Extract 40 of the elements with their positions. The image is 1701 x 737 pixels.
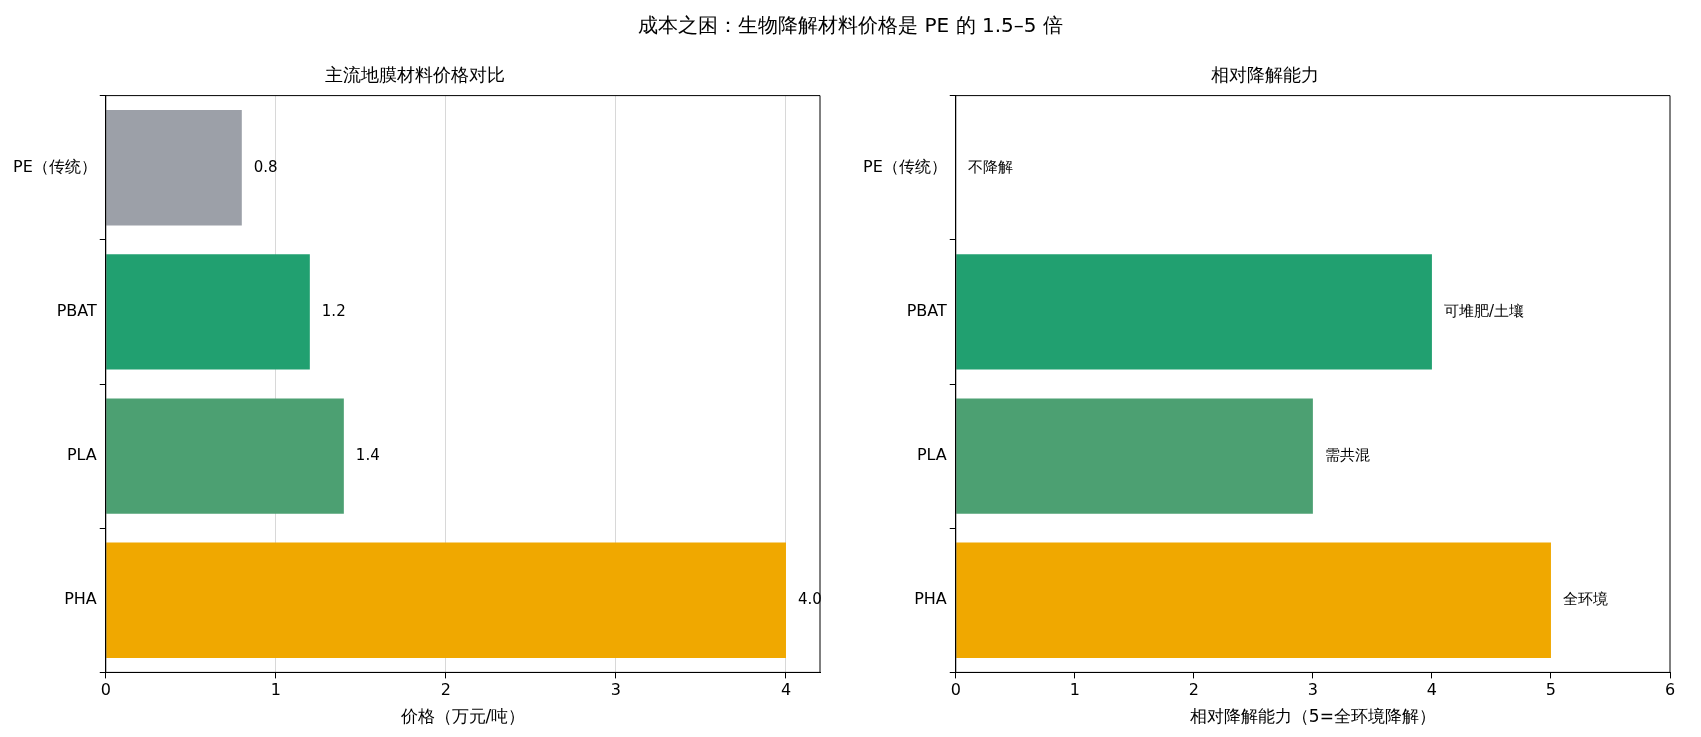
y-tick-label: PBAT bbox=[56, 301, 97, 321]
x-tick-label: 3 bbox=[1307, 680, 1318, 700]
x-tick-label: 2 bbox=[1188, 680, 1199, 700]
x-tick-label: 6 bbox=[1664, 680, 1676, 700]
data-label: 需共混 bbox=[1324, 445, 1370, 464]
data-label: 1.2 bbox=[321, 301, 346, 320]
x-tick-label: 4 bbox=[1426, 680, 1438, 700]
bar bbox=[106, 254, 310, 370]
bar bbox=[106, 398, 344, 514]
data-label: 0.8 bbox=[253, 157, 278, 176]
bar bbox=[956, 398, 1313, 514]
data-label: 4.0 bbox=[797, 590, 822, 609]
bar bbox=[106, 542, 786, 658]
data-label: 不降解 bbox=[967, 157, 1013, 176]
x-tick-label: 1 bbox=[270, 680, 281, 700]
y-tick-label: PBAT bbox=[906, 301, 947, 321]
y-tick-label: PE（传统） bbox=[862, 156, 947, 176]
x-tick-label: 1 bbox=[1069, 680, 1080, 700]
y-tick-label: PE（传统） bbox=[12, 156, 97, 176]
data-label: 可堆肥/土壤 bbox=[1443, 301, 1524, 320]
bar bbox=[956, 254, 1432, 370]
y-tick-label: PLA bbox=[66, 445, 97, 465]
x-tick-label: 2 bbox=[440, 680, 451, 700]
data-label: 1.4 bbox=[355, 445, 380, 464]
bar bbox=[106, 110, 242, 226]
x-tick-label: 0 bbox=[950, 680, 961, 700]
text: 成本之困：生物降解材料价格是 PE 的 1.5–5 倍 bbox=[637, 12, 1064, 39]
x-axis-title: 相对降解能力（5=全环境降解） bbox=[1189, 706, 1436, 727]
x-tick-label: 5 bbox=[1545, 680, 1557, 700]
chart-title: 主流地膜材料价格对比 bbox=[325, 64, 505, 86]
chart-title: 相对降解能力 bbox=[1211, 64, 1319, 86]
data-label: 全环境 bbox=[1562, 590, 1608, 609]
x-axis-title: 价格（万元/吨） bbox=[399, 706, 526, 727]
x-tick-label: 0 bbox=[100, 680, 111, 700]
y-tick-label: PHA bbox=[914, 589, 947, 609]
y-tick-label: PHA bbox=[64, 589, 97, 609]
x-tick-label: 4 bbox=[780, 680, 792, 700]
x-tick-label: 3 bbox=[610, 680, 622, 700]
y-tick-label: PLA bbox=[916, 445, 947, 465]
bar bbox=[956, 542, 1551, 658]
